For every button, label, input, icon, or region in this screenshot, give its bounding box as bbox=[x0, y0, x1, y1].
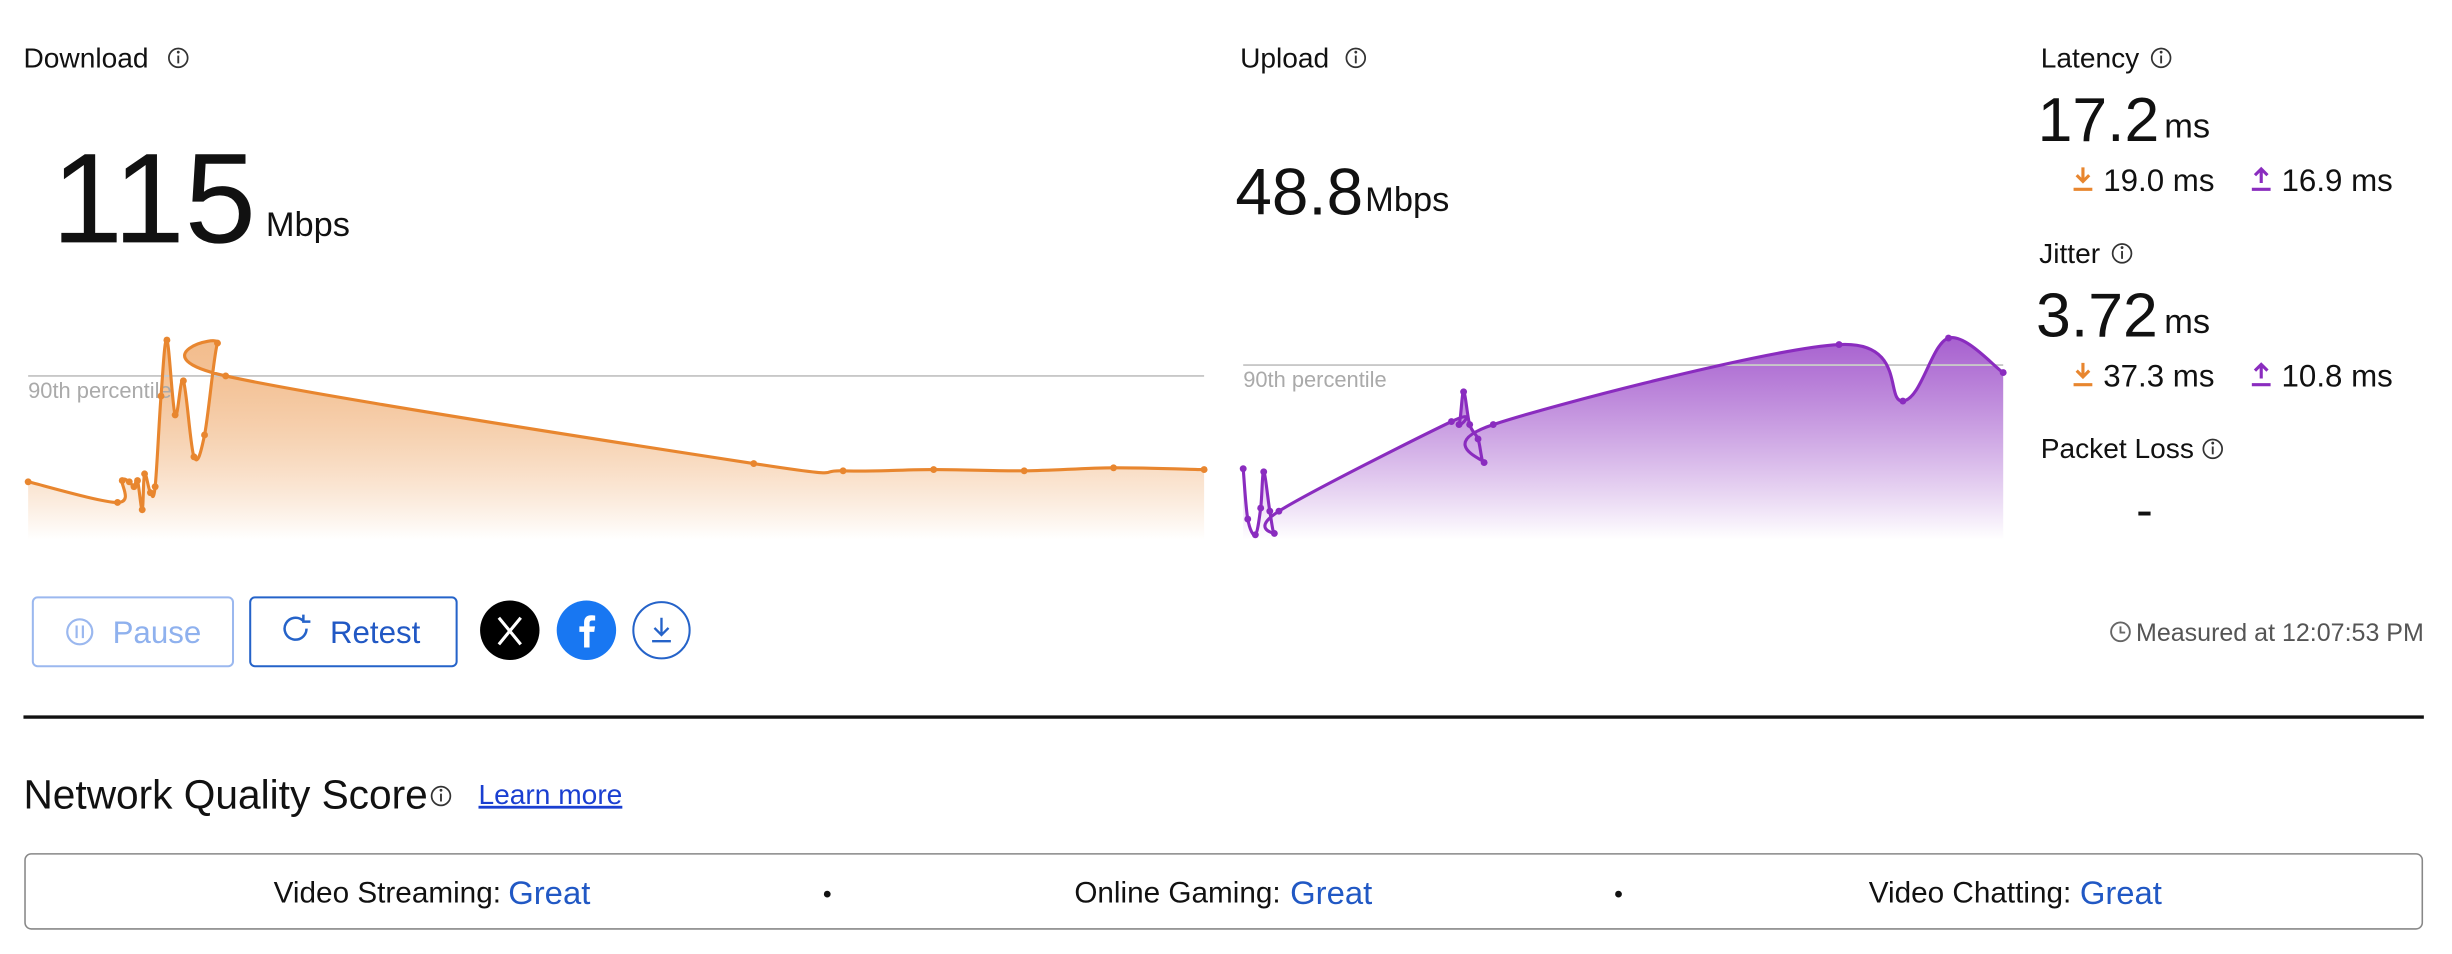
data-point bbox=[1239, 465, 1247, 473]
jitter-label: Jitter bbox=[2039, 238, 2100, 269]
data-point bbox=[24, 478, 32, 486]
data-point bbox=[930, 466, 938, 474]
upload-unit: Mbps bbox=[1365, 181, 1449, 219]
data-point bbox=[1835, 341, 1843, 349]
quality-item-label: Video Chatting: bbox=[1869, 876, 2072, 909]
data-point bbox=[222, 372, 230, 380]
jitter-download: 37.3 ms bbox=[2103, 358, 2214, 393]
latency-label: Latency bbox=[2041, 42, 2140, 73]
data-point bbox=[1999, 369, 2007, 377]
data-point bbox=[125, 478, 133, 486]
info-icon bbox=[2202, 438, 2223, 460]
latency-download: 19.0 ms bbox=[2103, 163, 2214, 198]
upload-value: 48.8 bbox=[1235, 155, 1363, 228]
data-point bbox=[171, 411, 179, 419]
latency-unit: ms bbox=[2164, 108, 2210, 146]
jitter-value: 3.72 bbox=[2036, 280, 2158, 350]
separator: • bbox=[1614, 880, 1623, 908]
data-point bbox=[157, 392, 165, 400]
data-point bbox=[147, 489, 154, 497]
data-point bbox=[1466, 421, 1474, 429]
data-point bbox=[1266, 507, 1274, 515]
quality-item-label: Online Gaming: bbox=[1074, 876, 1280, 909]
download-chart: 90th percentile bbox=[24, 336, 1208, 540]
separator: • bbox=[823, 880, 832, 908]
data-point bbox=[141, 470, 149, 478]
data-point bbox=[1020, 467, 1028, 475]
data-point bbox=[1110, 464, 1117, 472]
area-fill bbox=[1243, 337, 2004, 540]
percentile-label: 90th percentile bbox=[28, 378, 172, 403]
pause-button[interactable]: Pause bbox=[31, 596, 235, 668]
data-point bbox=[138, 506, 146, 514]
data-point bbox=[201, 431, 208, 439]
info-icon bbox=[1345, 47, 1367, 69]
info-icon bbox=[2150, 47, 2172, 69]
share-x-button[interactable] bbox=[480, 600, 540, 660]
data-point bbox=[179, 377, 187, 385]
quality-box bbox=[24, 853, 2424, 930]
data-point bbox=[214, 339, 221, 347]
data-point bbox=[114, 499, 121, 506]
jitter-upload: 10.8 ms bbox=[2282, 358, 2393, 393]
data-point bbox=[1899, 397, 1907, 405]
data-point bbox=[1260, 468, 1268, 476]
quality-item-rating: Great bbox=[2080, 874, 2162, 911]
data-point bbox=[1489, 421, 1497, 429]
download-icon bbox=[2073, 167, 2093, 191]
upload-icon bbox=[2251, 362, 2271, 387]
data-point bbox=[1275, 507, 1283, 515]
percentile-label: 90th percentile bbox=[1243, 367, 1387, 392]
download-icon bbox=[2073, 362, 2093, 387]
latency-upload: 16.9 ms bbox=[2282, 163, 2393, 198]
latency-value: 17.2 bbox=[2038, 85, 2160, 155]
area-fill bbox=[28, 339, 1205, 540]
pause-text: Pause bbox=[113, 615, 202, 650]
data-point bbox=[1474, 435, 1482, 443]
packet-loss-value: - bbox=[2136, 482, 2153, 538]
save-result-button[interactable] bbox=[632, 601, 691, 660]
learn-more-link[interactable]: Learn more bbox=[479, 779, 623, 810]
data-point bbox=[1455, 421, 1463, 429]
clock-icon bbox=[2110, 621, 2131, 643]
quality-item-rating: Great bbox=[1290, 874, 1372, 911]
data-point bbox=[1480, 459, 1488, 467]
download-label: Download bbox=[23, 42, 148, 73]
data-point bbox=[1251, 531, 1259, 539]
upload-icon bbox=[2251, 166, 2271, 191]
download-unit: Mbps bbox=[266, 206, 350, 244]
quality-item-rating: Great bbox=[508, 874, 590, 911]
data-point bbox=[750, 460, 758, 467]
upload-label: Upload bbox=[1240, 42, 1329, 73]
data-point bbox=[1460, 388, 1468, 396]
data-point bbox=[1257, 504, 1265, 512]
measured-time: Measured at 12:07:53 PM bbox=[2136, 619, 2424, 647]
data-point bbox=[118, 477, 126, 485]
data-point bbox=[1447, 418, 1455, 425]
data-point bbox=[163, 336, 171, 344]
data-point bbox=[151, 483, 159, 491]
packet-loss-label: Packet Loss bbox=[2041, 433, 2194, 464]
data-point bbox=[130, 483, 138, 491]
download-value: 115 bbox=[52, 127, 256, 270]
info-icon bbox=[2111, 243, 2133, 264]
info-icon bbox=[430, 785, 452, 807]
quality-title: Network Quality Score bbox=[23, 772, 427, 818]
data-point bbox=[839, 467, 847, 475]
data-point bbox=[134, 477, 141, 485]
quality-item-label: Video Streaming: bbox=[274, 876, 501, 909]
share-facebook-button[interactable] bbox=[556, 600, 617, 660]
data-point bbox=[1244, 515, 1252, 523]
upload-chart: 90th percentile bbox=[1239, 334, 2007, 540]
data-point bbox=[1945, 334, 1952, 342]
data-point bbox=[190, 453, 198, 461]
jitter-unit: ms bbox=[2164, 303, 2210, 341]
retest-text: Retest bbox=[330, 615, 421, 650]
data-point bbox=[1270, 529, 1278, 537]
info-icon bbox=[168, 47, 189, 69]
data-point bbox=[1200, 466, 1208, 474]
retest-button[interactable]: Retest bbox=[249, 596, 458, 668]
